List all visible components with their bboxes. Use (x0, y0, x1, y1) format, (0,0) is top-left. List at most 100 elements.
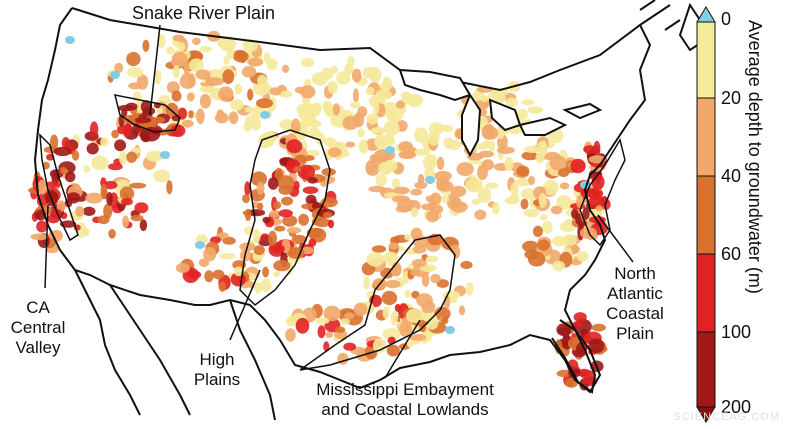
legend-band-40-60 (696, 175, 716, 255)
depth-patch (270, 244, 285, 254)
depth-patch (572, 321, 583, 328)
depth-patch (357, 128, 365, 138)
depth-patch (166, 46, 175, 55)
depth-patch (257, 74, 268, 87)
depth-patch (430, 273, 441, 284)
shallow-patch (195, 241, 205, 249)
depth-patch (260, 278, 272, 293)
depth-patch (538, 193, 547, 208)
legend-tick-0: 0 (721, 9, 732, 29)
depth-patch (414, 148, 431, 156)
north-atlantic-line-1: North (614, 264, 656, 283)
depth-patch (274, 225, 286, 232)
depth-patch (242, 194, 250, 204)
great-lakes (398, 68, 603, 158)
depth-patch (170, 124, 186, 138)
depth-patch (85, 192, 103, 204)
shallow-patch (110, 71, 120, 79)
depth-patch (89, 121, 99, 138)
depth-patch (134, 202, 149, 214)
depth-patch (222, 236, 236, 245)
depth-patch (562, 234, 578, 246)
depth-patch (572, 244, 579, 254)
depth-patch (365, 86, 375, 96)
depth-patch (327, 141, 335, 149)
depth-patch (471, 198, 481, 205)
depth-patch (366, 165, 380, 176)
mississippi-outline (299, 234, 456, 371)
depth-patch (278, 90, 293, 98)
depth-patch (591, 323, 606, 332)
depth-patch (247, 209, 266, 217)
depth-patch (130, 214, 144, 222)
depth-patch (322, 102, 329, 111)
depth-patch (212, 269, 225, 280)
snake-river-label: Snake River Plain (132, 3, 276, 23)
depth-patch (157, 34, 166, 48)
depth-patch (298, 213, 309, 226)
depth-patch (103, 180, 118, 190)
depth-patch (36, 220, 48, 233)
depth-patch (183, 63, 190, 76)
depth-patch (297, 164, 315, 180)
depth-patch (114, 139, 127, 152)
depth-patch (441, 194, 450, 203)
depth-patch (579, 370, 596, 379)
depth-patch (262, 266, 269, 278)
depth-patch (118, 151, 127, 165)
depth-patch (307, 127, 321, 139)
depth-patch (327, 80, 338, 94)
depth-patch (371, 245, 387, 253)
depth-patch (480, 95, 489, 103)
depth-patch (177, 107, 187, 120)
depth-patch (320, 180, 327, 187)
depth-patch (528, 176, 536, 185)
depth-patch (321, 168, 336, 176)
depth-patch (477, 165, 488, 181)
depth-patch (262, 216, 271, 224)
depth-patch (140, 100, 153, 114)
depth-patch (477, 187, 492, 203)
depth-patch (406, 308, 424, 323)
depth-patch (421, 272, 430, 287)
depth-patch (362, 66, 377, 79)
depth-patch (421, 203, 433, 211)
depth-patch (591, 145, 600, 154)
depth-patch (416, 293, 433, 308)
depth-patch (422, 154, 437, 171)
depth-patch (187, 73, 196, 88)
depth-patch (398, 322, 412, 337)
depth-patch (199, 45, 212, 53)
depth-patch (576, 194, 584, 209)
depth-patch (308, 238, 317, 247)
depth-patch (56, 200, 66, 212)
depth-patch (278, 209, 293, 218)
depth-patch (576, 250, 589, 262)
depth-patch (49, 134, 59, 150)
depth-patch (595, 205, 603, 212)
depth-patch (350, 101, 361, 109)
depth-patch (353, 302, 368, 317)
high-plains-line-1: High (199, 350, 235, 369)
depth-patch (521, 99, 535, 106)
depth-patch (269, 209, 281, 218)
depth-patch (226, 44, 235, 60)
legend-band-20-40 (696, 97, 716, 177)
legend-band-60-100 (696, 253, 716, 333)
depth-patch (44, 181, 61, 188)
depth-patch (482, 140, 492, 147)
depth-patch (395, 205, 412, 213)
depth-patch (552, 260, 566, 272)
north-atlantic-label: North Atlantic Coastal Plain (590, 264, 680, 344)
north-atlantic-line-2: Atlantic (607, 284, 663, 303)
north-atlantic-line-3: Coastal (606, 304, 664, 323)
legend-colorbar (696, 6, 716, 423)
depth-patch (268, 230, 277, 247)
depth-patch (286, 227, 302, 234)
ca-valley-line-1: CA (26, 298, 50, 317)
depth-patch (441, 316, 449, 325)
depth-patch (216, 232, 229, 239)
depth-patch (273, 201, 282, 210)
depth-patch (323, 341, 330, 352)
depth-patch (192, 37, 201, 45)
